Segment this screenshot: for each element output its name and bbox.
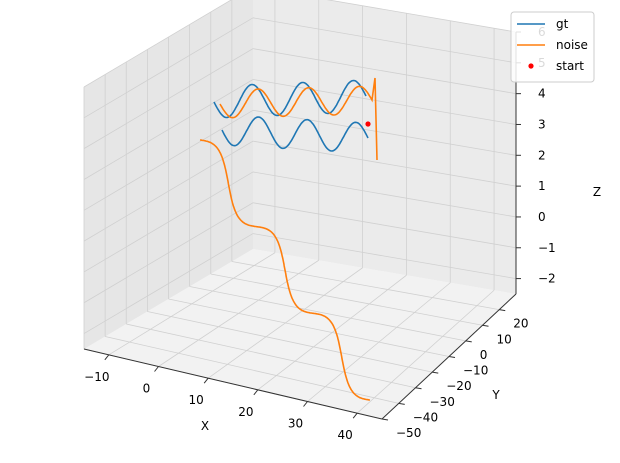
y-tick-mark (381, 418, 389, 421)
z-gridline-back (326, 0, 517, 33)
axes-panes (84, 0, 516, 419)
y-tick-label: −50 (396, 426, 421, 440)
legend-swatch-start (528, 63, 534, 69)
start-point (365, 121, 371, 127)
legend-label-gt: gt (556, 17, 569, 31)
y-tick-mark (432, 371, 439, 374)
y-tick-mark (398, 402, 405, 405)
x-tick-label: 10 (189, 393, 204, 407)
y-tick-label: −40 (413, 410, 438, 424)
x-tick-label: 30 (288, 417, 303, 431)
z-gridline-side (83, 140, 254, 242)
z-gridline-side (83, 233, 254, 334)
z-gridline-side (83, 171, 254, 273)
z-tick-label: 2 (538, 148, 546, 162)
y-tick-mark (499, 309, 506, 312)
y-axis-label: Y (491, 388, 500, 402)
x-axis-label: X (201, 419, 209, 433)
y-tick-mark (482, 324, 489, 327)
legend-label-noise: noise (556, 38, 588, 52)
y-tick-mark (465, 340, 472, 343)
x-tick-label: 40 (338, 428, 353, 442)
series-gt-upper (213, 79, 367, 119)
x-tick-mark (303, 401, 308, 407)
legend: gt noise start (510, 11, 595, 83)
y-gridline-floor (105, 336, 399, 404)
legend-label-start: start (556, 59, 584, 73)
series-layer (199, 77, 378, 401)
z-gridline-back (252, 48, 517, 95)
z-tick-label: 3 (538, 117, 546, 131)
axes-grid (83, 0, 517, 420)
x-tick-mark (154, 366, 159, 372)
z-gridline-back (252, 202, 517, 249)
floor-pane (84, 249, 516, 419)
x-tick-mark (104, 354, 110, 361)
x-axis-line (83, 348, 383, 420)
z-gridline-side (83, 48, 254, 149)
z-gridline-side (83, 79, 254, 180)
z-tick-label: 4 (538, 87, 546, 101)
x-tick-mark (203, 377, 209, 384)
y-gridline-floor (147, 311, 433, 373)
z-gridline-side (83, 0, 232, 88)
z-gridline-back (252, 171, 517, 218)
x-tick-label: 0 (143, 382, 151, 396)
y-tick-mark (415, 387, 422, 390)
z-gridline-back (252, 140, 517, 187)
y-tick-label: 20 (513, 317, 528, 331)
z-gridline-back (252, 17, 517, 64)
y-gridline-floor (210, 273, 483, 326)
series-noise-descent (199, 139, 371, 401)
z-gridline-side (83, 109, 254, 211)
z-axis-label: Z (593, 185, 601, 199)
back-wall-pane (253, 0, 516, 294)
z-gridline-side (83, 17, 254, 119)
series-gt-lower (221, 116, 369, 152)
y-gridline-floor (126, 323, 416, 389)
y-gridline-floor (231, 261, 500, 311)
z-axis-ticks: −2−10123456 (516, 25, 556, 286)
x-axis-ticks: −10 0 10 20 30 40 (84, 354, 358, 442)
y-tick-label: −30 (430, 395, 455, 409)
z-tick-label: 1 (538, 179, 546, 193)
y-tick-label: −10 (463, 364, 488, 378)
x-tick-mark (253, 389, 259, 396)
series-noise-upper (219, 77, 378, 161)
y-tick-label: 0 (480, 348, 488, 362)
y-gridline-floor (189, 286, 466, 342)
y-tick-mark (448, 356, 456, 358)
z-gridline-back (252, 109, 517, 156)
z-tick-label: −1 (538, 241, 556, 255)
x-tick-mark (352, 412, 358, 419)
z-tick-label: 0 (538, 210, 546, 224)
y-tick-label: −20 (446, 379, 471, 393)
x-tick-label: 20 (238, 405, 253, 419)
z-gridline-side (83, 202, 254, 304)
y-tick-label: 10 (497, 332, 512, 346)
x-tick-label: −10 (84, 370, 109, 384)
y-gridline-floor (168, 298, 450, 357)
z-tick-label: −2 (538, 272, 556, 286)
z-gridline-back (252, 233, 517, 279)
